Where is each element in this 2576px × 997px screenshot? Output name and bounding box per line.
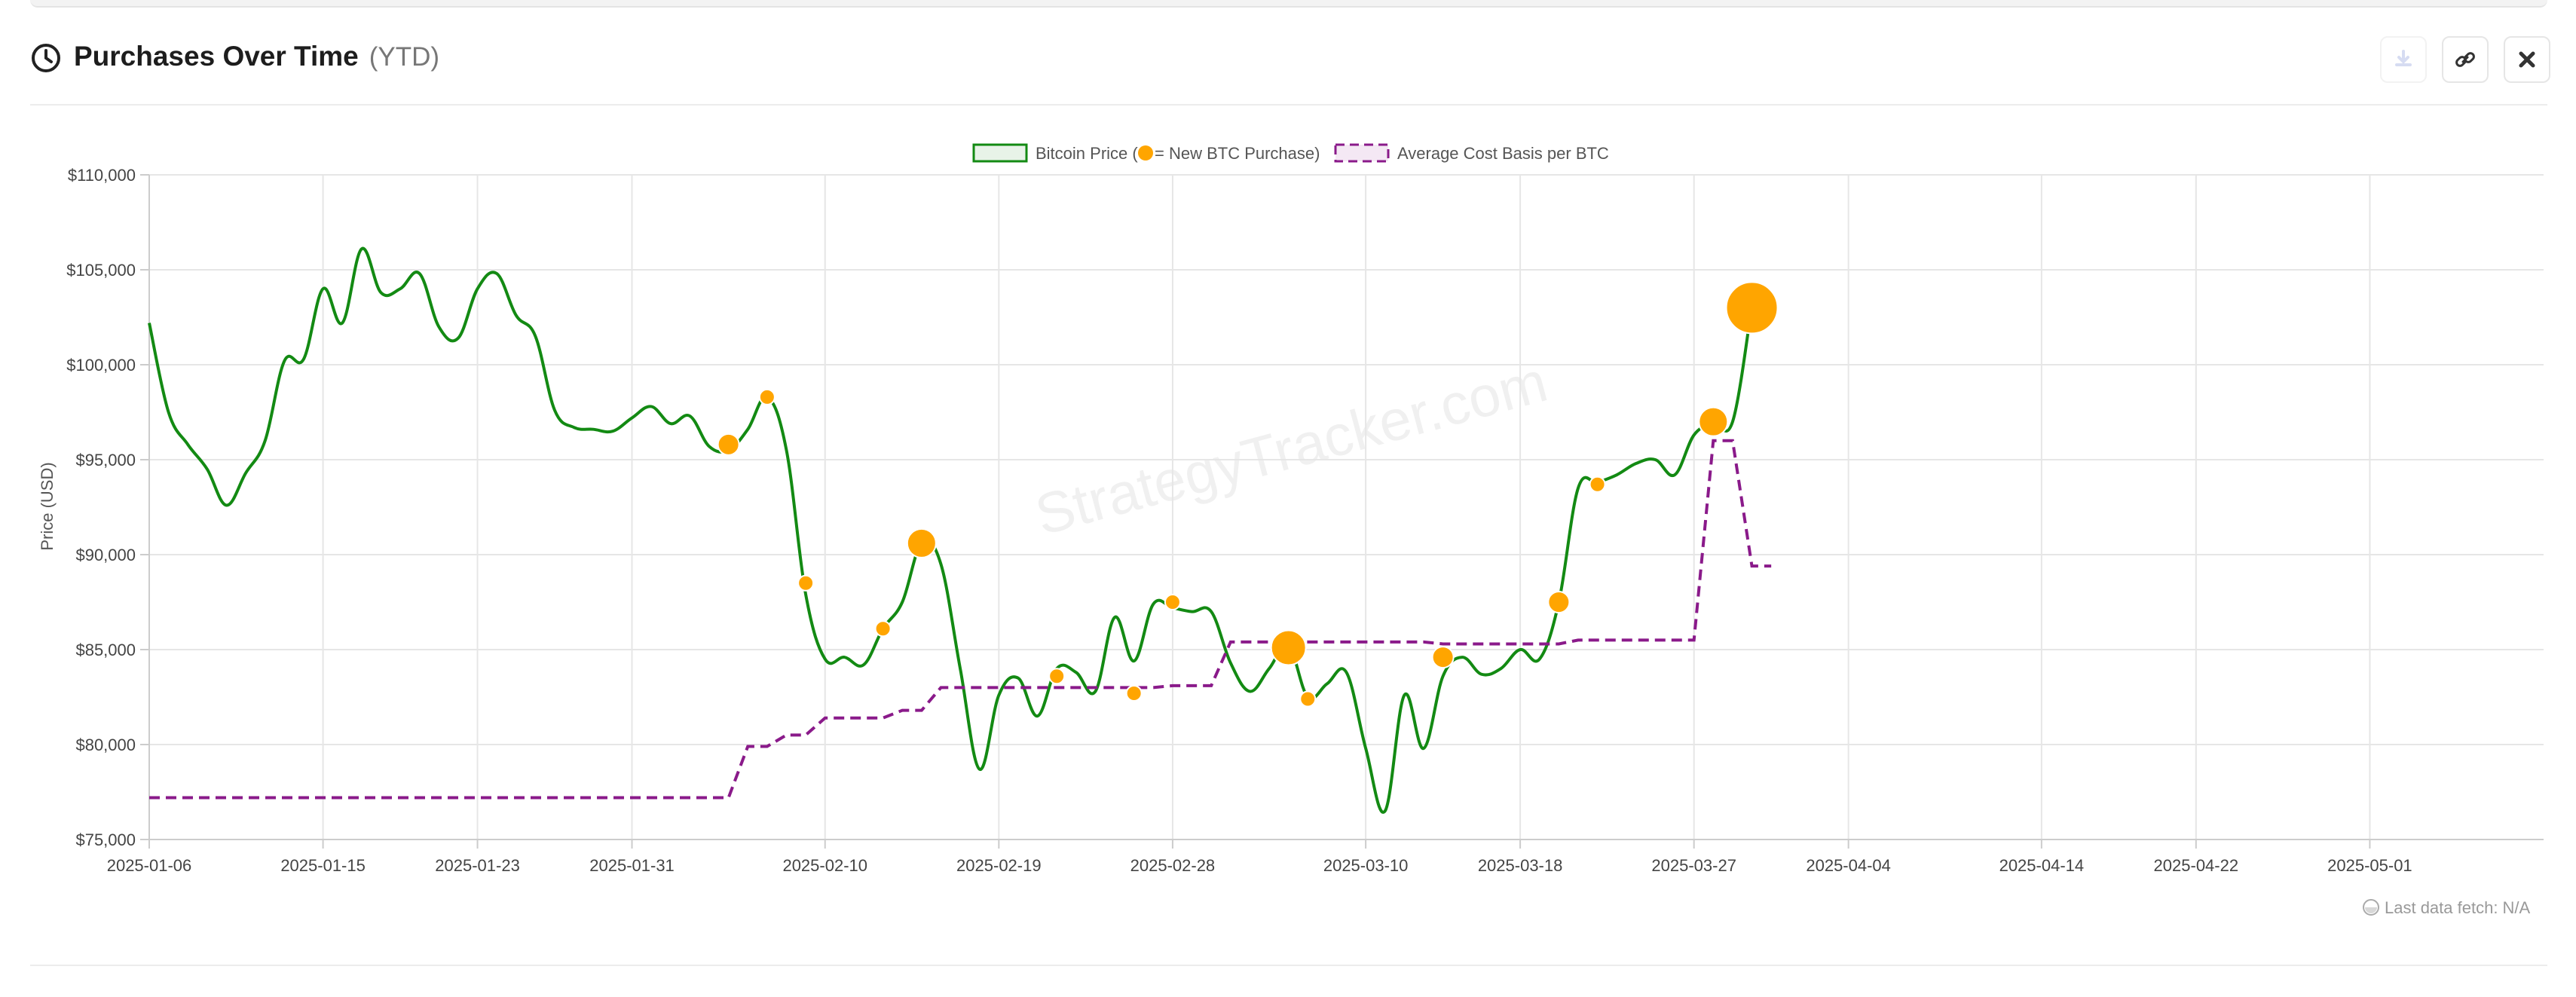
- x-tick-label: 2025-04-04: [1806, 856, 1891, 875]
- refresh-icon: [2363, 899, 2379, 916]
- x-tick-label: 2025-01-31: [589, 856, 675, 875]
- watermark: StrategyTracker.com: [1029, 350, 1554, 548]
- purchase-dot[interactable]: [1698, 406, 1729, 437]
- x-tick-label: 2025-05-01: [2327, 856, 2412, 875]
- chart-grid: [148, 174, 2544, 840]
- legend-price-text-before: Bitcoin Price (: [1036, 144, 1138, 163]
- y-tick-label: $100,000: [66, 356, 136, 375]
- x-tick-label: 2025-01-06: [107, 856, 192, 875]
- purchase-dot[interactable]: [874, 620, 892, 638]
- page-title: Purchases Over Time (YTD): [74, 41, 439, 72]
- x-tick-label: 2025-03-10: [1323, 856, 1409, 875]
- purchase-dot[interactable]: [1125, 684, 1143, 702]
- card-footer-divider: [30, 965, 2547, 966]
- clock-icon: [32, 44, 60, 72]
- title-text: Purchases Over Time: [74, 41, 359, 72]
- top-strip: [30, 0, 2547, 8]
- x-tick-label: 2025-03-18: [1478, 856, 1563, 875]
- download-icon: [2395, 50, 2412, 66]
- x-tick-label: 2025-02-28: [1130, 856, 1216, 875]
- title-period: (YTD): [369, 42, 440, 72]
- x-tick-label: 2025-02-19: [956, 856, 1042, 875]
- y-tick-label: $110,000: [68, 166, 136, 185]
- series-line-cost-basis: [149, 439, 1772, 800]
- y-tick-label: $90,000: [75, 546, 136, 564]
- chart-axes: $75,000 $80,000 $85,000 $90,000 $95,000 $100,…: [66, 166, 2544, 875]
- x-tick-label: 2025-04-22: [2154, 856, 2239, 875]
- purchase-dot[interactable]: [1725, 281, 1779, 335]
- x-tick-label: 2025-02-10: [782, 856, 867, 875]
- purchase-dot[interactable]: [1164, 594, 1181, 610]
- legend-item-cost-basis[interactable]: Average Cost Basis per BTC: [1334, 143, 1609, 163]
- purchase-dot[interactable]: [1299, 690, 1317, 708]
- purchase-dot[interactable]: [1431, 646, 1455, 669]
- purchase-dot[interactable]: [1589, 476, 1606, 493]
- purchase-dot[interactable]: [1547, 591, 1571, 613]
- x-tick-label: 2025-01-23: [435, 856, 520, 875]
- y-tick-label: $85,000: [75, 641, 136, 659]
- y-tick-label: $80,000: [75, 736, 136, 754]
- legend-cost-basis-text: Average Cost Basis per BTC: [1397, 144, 1609, 163]
- purchase-dot[interactable]: [758, 388, 776, 405]
- close-icon: [2519, 51, 2535, 68]
- purchase-dot[interactable]: [1270, 629, 1307, 666]
- close-button[interactable]: [2504, 36, 2550, 83]
- y-tick-label: $105,000: [66, 261, 136, 280]
- card-header: Purchases Over Time (YTD): [30, 36, 2550, 106]
- link-icon: [2455, 52, 2475, 67]
- legend-swatch-price: [972, 143, 1028, 163]
- chart-series: [148, 246, 1772, 814]
- legend-item-bitcoin-price[interactable]: Bitcoin Price ( = New BTC Purchase): [972, 143, 1320, 163]
- purchase-dot[interactable]: [1048, 668, 1066, 685]
- last-fetch-status: Last data fetch: N/A: [2363, 898, 2531, 917]
- x-tick-label: 2025-04-14: [1999, 856, 2085, 875]
- chart-legend: Bitcoin Price ( = New BTC Purchase) Aver…: [972, 143, 1609, 163]
- last-fetch-text: Last data fetch: N/A: [2385, 898, 2531, 917]
- y-axis-label: Price (USD): [38, 462, 57, 550]
- x-tick-label: 2025-01-15: [280, 856, 366, 875]
- copy-link-button[interactable]: [2442, 36, 2489, 83]
- legend-price-text-after: = New BTC Purchase): [1155, 144, 1320, 163]
- purchase-dot[interactable]: [906, 528, 937, 558]
- legend-purchase-dot: [1138, 145, 1153, 161]
- y-tick-label: $95,000: [75, 451, 136, 469]
- purchase-markers: [717, 281, 1779, 708]
- legend-swatch-cost-basis: [1334, 143, 1390, 163]
- series-line-bitcoin-price: [148, 246, 1754, 814]
- purchase-dot[interactable]: [717, 433, 740, 456]
- x-tick-label: 2025-03-27: [1651, 856, 1736, 875]
- download-button[interactable]: [2380, 36, 2427, 83]
- y-tick-label: $75,000: [75, 830, 136, 849]
- purchase-dot[interactable]: [797, 574, 815, 592]
